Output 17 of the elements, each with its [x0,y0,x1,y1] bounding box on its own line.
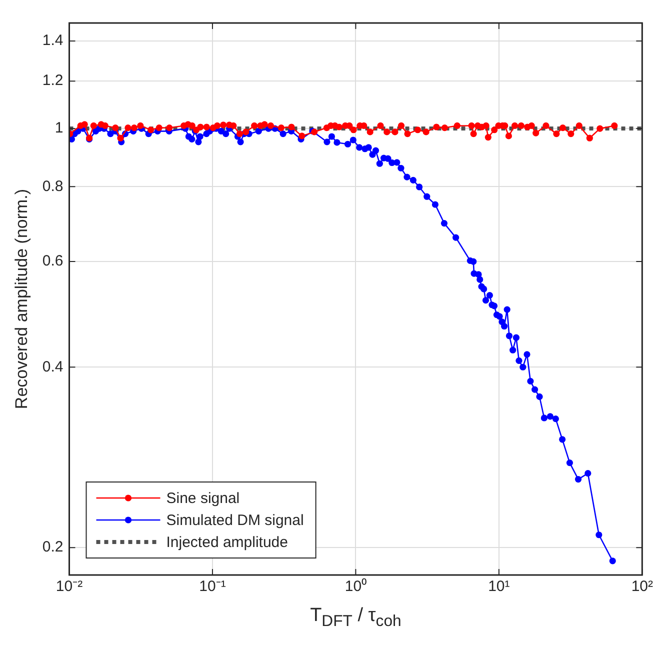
legend-label: Injected amplitude [166,534,288,552]
x-tick-label: 10² [631,578,654,596]
legend-label: Simulated DM signal [166,512,304,530]
x-tick-label: 10⁰ [344,578,367,596]
x-tick-label: 10⁻² [56,578,83,596]
x-tick-label: 10⁻¹ [199,578,226,596]
x-axis-title: T$_{DFT}$ / τ$_{coh}$ [310,605,402,631]
y-tick-label: 1.4 [42,32,64,50]
y-axis-title: Recovered amplitude (norm.) [12,188,31,410]
y-tick-label: 1.2 [42,72,64,90]
y-tick-label: 0.6 [42,252,64,270]
x-tick-label: 10¹ [488,578,510,596]
y-tick-label: 0.2 [42,538,64,556]
legend-label: Sine signal [166,490,240,508]
y-tick-label: 1 [54,120,64,137]
y-tick-label: 0.8 [42,178,64,195]
y-tick-label: 0.4 [42,358,64,376]
